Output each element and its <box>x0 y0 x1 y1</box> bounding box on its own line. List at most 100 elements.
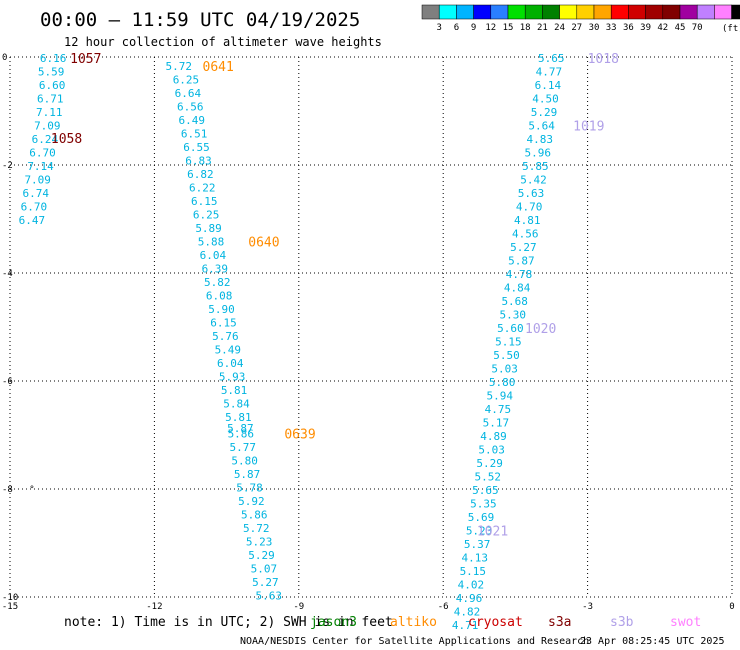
swh-value: 5.42 <box>520 174 547 187</box>
swh-value: 4.70 <box>516 201 543 214</box>
swh-value: 5.68 <box>501 295 528 308</box>
swh-value: 6.82 <box>187 168 214 181</box>
colorbar-tick-label: 45 <box>675 23 686 33</box>
swh-value: 4.71 <box>452 619 479 632</box>
y-tick-label: -6 <box>2 377 13 387</box>
swh-value: 5.27 <box>252 576 278 589</box>
swh-value: 5.89 <box>195 222 222 235</box>
swh-value: 5.50 <box>493 349 520 362</box>
swh-value: 6.70 <box>29 147 56 160</box>
footnote: note: 1) Time is in UTC; 2) SWH is in fe… <box>64 615 393 630</box>
y-tick-label: -4 <box>2 269 13 279</box>
swh-value: 5.87 <box>227 422 254 435</box>
swh-value: 5.92 <box>238 495 264 508</box>
colorbar-tick-label: 24 <box>554 23 565 33</box>
swh-value: 5.81 <box>221 384 248 397</box>
swh-value: 5.63 <box>255 589 281 602</box>
swh-value: 6.14 <box>535 79 562 92</box>
colorbar-swatch <box>628 4 646 20</box>
colorbar-swatch <box>542 4 560 20</box>
swh-value: 5.07 <box>251 562 278 575</box>
swh-value: 4.75 <box>485 403 512 416</box>
swh-value: 6.16 <box>40 52 67 65</box>
swh-value: 5.78 <box>236 481 263 494</box>
colorbar-swatch <box>593 4 612 20</box>
generated-timestamp: 23 Apr 08:25:45 UTC 2025 <box>580 636 725 647</box>
swh-value: 4.78 <box>506 268 532 281</box>
swh-value: 7.14 <box>27 160 54 173</box>
y-tick-label: -2 <box>2 161 13 171</box>
colorbar-swatch <box>524 4 543 20</box>
credit-text: NOAA/NESDIS Center for Satellite Applica… <box>240 636 589 647</box>
legend-item-swot: swot <box>670 615 701 630</box>
pass-time-label: 1018 <box>588 52 619 67</box>
swh-value: 5.88 <box>198 236 225 249</box>
colorbar-tick-label: 15 <box>503 23 514 33</box>
swh-value: 6.60 <box>39 79 66 92</box>
colorbar-swatch <box>714 4 732 20</box>
swh-value: 4.89 <box>480 430 507 443</box>
colorbar-swatch <box>645 4 664 20</box>
swh-value: 5.80 <box>231 454 258 467</box>
swh-value: 5.23 <box>246 535 273 548</box>
colorbar-tick-label: 33 <box>606 23 617 33</box>
swh-value: 5.90 <box>208 303 235 316</box>
pass-time-label: 1020 <box>525 322 556 337</box>
track-altiko: 5.726.256.646.566.496.516.556.836.826.22… <box>165 60 315 602</box>
swh-value: 5.29 <box>531 106 558 119</box>
swh-value: 7.11 <box>36 106 63 119</box>
x-tick-label: -3 <box>582 602 593 612</box>
swh-value: 6.83 <box>185 155 212 168</box>
swh-value: 5.15 <box>495 336 521 349</box>
colorbar-swatch <box>559 4 578 20</box>
colorbar-swatch <box>438 4 457 20</box>
x-tick-label: 0 <box>729 602 734 612</box>
swh-value: 5.96 <box>525 147 552 160</box>
colorbar-tick-label: 9 <box>471 23 476 33</box>
colorbar-swatch <box>731 4 740 20</box>
swh-value: 5.86 <box>228 427 255 440</box>
swh-value: 5.37 <box>464 538 491 551</box>
swh-value: 5.35 <box>470 498 497 511</box>
swh-value: 6.51 <box>181 128 208 141</box>
swh-value: 5.17 <box>483 417 510 430</box>
legend-item-s3a: s3a <box>548 615 571 630</box>
chart-title: 00:00 – 11:59 UTC 04/19/2025 <box>40 9 360 31</box>
swh-value: 5.65 <box>472 484 499 497</box>
swh-value: 5.76 <box>212 330 239 343</box>
track-s3b: 5.654.776.144.505.295.644.835.965.855.42… <box>452 52 619 632</box>
colorbar-unit: (ft) <box>722 24 740 34</box>
swh-value: 5.49 <box>215 344 242 357</box>
swh-value: 5.27 <box>510 241 537 254</box>
track-end-marker: ° <box>29 485 34 495</box>
colorbar-tick-label: 42 <box>657 23 668 33</box>
colorbar-swatch <box>421 4 440 20</box>
swh-value: 6.49 <box>178 114 205 127</box>
legend-item-cryosat: cryosat <box>468 615 523 630</box>
swh-value: 4.81 <box>514 214 541 227</box>
colorbar-tick-label: 3 <box>436 23 441 33</box>
legend-item-s3b: s3b <box>610 615 634 630</box>
colorbar-tick-label: 39 <box>640 23 651 33</box>
swh-value: 5.80 <box>489 376 515 389</box>
pass-time-label: 0640 <box>248 236 279 251</box>
pass-time-label: 1021 <box>477 525 508 540</box>
colorbar-tick-label: 27 <box>571 23 582 33</box>
swh-value: 5.63 <box>518 187 545 200</box>
swh-value: 7.09 <box>34 120 61 133</box>
colorbar-swatch <box>507 4 526 20</box>
colorbar-swatch <box>490 4 509 20</box>
swh-value: 6.39 <box>202 263 229 276</box>
swh-value: 5.29 <box>248 549 275 562</box>
satellite-tracks: 6.165.596.606.717.117.096.246.707.147.09… <box>19 52 619 632</box>
swh-value: 6.08 <box>206 290 233 303</box>
colorbar-tick-label: 30 <box>589 23 600 33</box>
y-tick-label: -8 <box>2 485 13 495</box>
swh-value: 5.72 <box>243 522 270 535</box>
swh-value: 6.71 <box>37 93 64 106</box>
swh-value: 4.96 <box>456 592 483 605</box>
legend: jason3 altiko cryosat s3a s3b swot <box>310 615 701 630</box>
y-tick-label: -10 <box>2 593 18 603</box>
swh-value: 6.47 <box>19 214 46 227</box>
colorbar-swatch <box>662 4 681 20</box>
